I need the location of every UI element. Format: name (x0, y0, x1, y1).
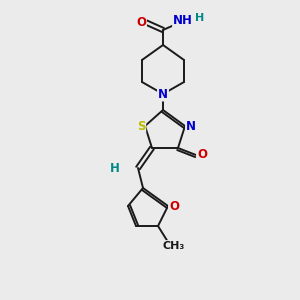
Text: N: N (158, 88, 168, 100)
Text: O: O (136, 16, 146, 28)
Text: O: O (197, 148, 207, 161)
Text: S: S (137, 121, 145, 134)
Text: CH₃: CH₃ (163, 241, 185, 251)
Text: N: N (186, 121, 196, 134)
Text: H: H (195, 13, 205, 23)
Text: H: H (110, 161, 120, 175)
Text: O: O (169, 200, 179, 214)
Text: NH: NH (173, 14, 193, 28)
